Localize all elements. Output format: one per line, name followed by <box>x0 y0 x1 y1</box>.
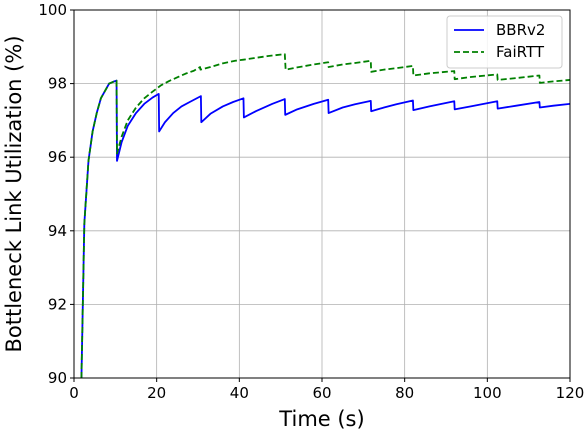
y-tick-label: 92 <box>48 295 67 313</box>
legend-label-fairtt: FaiRTT <box>496 43 545 61</box>
x-tick-label: 0 <box>69 384 79 402</box>
x-tick-label: 120 <box>556 384 585 402</box>
y-tick-label: 96 <box>48 148 67 166</box>
y-tick-label: 90 <box>48 369 67 387</box>
y-axis-title: Bottleneck Link Utilization (%) <box>2 35 26 352</box>
y-tick-label: 100 <box>38 1 67 19</box>
plot-series <box>80 53 570 378</box>
axis-ticks: 0 20 40 60 80 100 120 90 92 94 96 98 100 <box>38 1 584 402</box>
x-axis-title: Time (s) <box>278 407 364 431</box>
series-line-bbrv2 <box>80 79 570 378</box>
x-tick-label: 80 <box>395 384 414 402</box>
legend: BBRv2 FaiRTT <box>446 15 563 69</box>
y-tick-label: 98 <box>48 75 67 93</box>
y-tick-label: 94 <box>48 222 67 240</box>
legend-box <box>446 15 563 69</box>
x-tick-label: 40 <box>230 384 249 402</box>
x-tick-label: 60 <box>312 384 331 402</box>
series-line-fairtt <box>80 53 570 378</box>
legend-label-bbrv2: BBRv2 <box>496 21 545 39</box>
x-tick-label: 20 <box>147 384 166 402</box>
x-tick-label: 100 <box>473 384 502 402</box>
